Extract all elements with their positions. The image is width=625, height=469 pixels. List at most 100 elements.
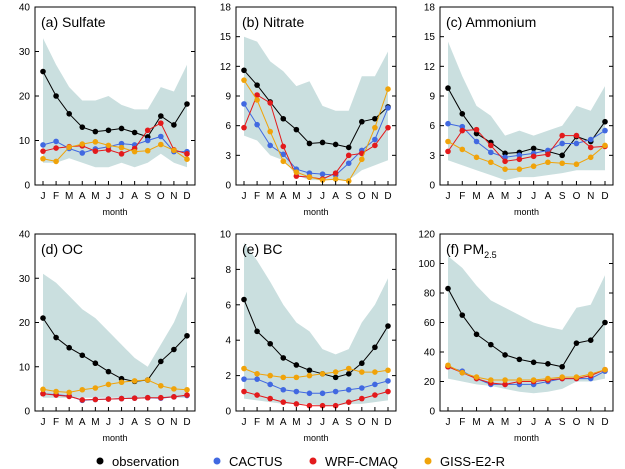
plot-frame — [235, 233, 397, 412]
data-point — [319, 139, 326, 146]
data-point — [241, 376, 247, 382]
data-point — [372, 142, 378, 149]
x-tick-label: N — [587, 191, 594, 202]
legend-item-wrf-cmaq: WRF-CMAQ — [309, 454, 398, 469]
data-point — [445, 120, 451, 127]
data-point — [332, 374, 339, 381]
data-point — [372, 124, 378, 131]
data-point — [158, 120, 164, 126]
data-point — [53, 145, 59, 151]
x-tick-label: S — [345, 191, 352, 202]
y-tick-label: 60 — [424, 318, 436, 329]
data-point — [459, 312, 466, 318]
series-giss-e2-r — [40, 377, 190, 396]
data-point — [516, 377, 523, 383]
x-tick-label: S — [144, 191, 151, 202]
data-point — [445, 285, 451, 292]
data-point — [345, 152, 352, 159]
data-point — [280, 355, 287, 361]
data-point — [602, 118, 608, 125]
x-tick-label: M — [91, 191, 99, 202]
x-tick-label: A — [79, 417, 86, 428]
data-point — [345, 371, 352, 377]
y-tick-label: 6 — [429, 121, 435, 132]
series-giss-e2-r — [241, 365, 391, 381]
data-point — [459, 123, 466, 130]
legend-marker — [424, 457, 432, 465]
data-point — [171, 386, 177, 392]
data-point — [254, 82, 260, 88]
x-tick-label: D — [384, 417, 391, 428]
data-point — [131, 129, 138, 136]
data-point — [545, 151, 551, 158]
data-point — [241, 77, 247, 83]
data-point — [158, 358, 164, 365]
panel-title: (c) Ammonium — [446, 14, 536, 30]
data-point — [293, 173, 300, 179]
y-tick-label: 100 — [418, 259, 435, 270]
data-point — [131, 378, 138, 384]
x-tick-label: J — [41, 417, 46, 428]
data-point — [372, 392, 378, 398]
data-point — [345, 160, 352, 167]
data-point — [254, 121, 260, 128]
data-point — [459, 111, 466, 117]
data-point — [445, 148, 451, 155]
data-point — [241, 101, 247, 107]
y-tick-label: 3 — [429, 151, 435, 162]
x-tick-label: A — [131, 191, 138, 202]
x-tick-label: M — [65, 417, 73, 428]
data-point — [332, 388, 339, 395]
data-point — [359, 118, 365, 125]
x-tick-label: M — [501, 191, 509, 202]
data-point — [559, 132, 565, 139]
data-point — [254, 328, 260, 335]
data-point — [293, 388, 300, 395]
x-tick-label: S — [559, 191, 566, 202]
y-tick-label: 6 — [225, 121, 231, 132]
data-point — [445, 85, 451, 91]
panel-title-main: (f) PM — [446, 241, 484, 257]
legend-marker — [213, 457, 221, 465]
uncertainty-band — [448, 256, 605, 394]
data-point — [79, 397, 86, 403]
series-wrf-cmaq — [40, 390, 190, 403]
data-point — [184, 156, 190, 162]
data-point — [40, 315, 46, 321]
data-point — [559, 160, 565, 167]
data-point — [171, 147, 177, 154]
data-point — [53, 388, 59, 395]
x-tick-label: A — [280, 191, 287, 202]
data-point — [144, 137, 151, 144]
x-tick-label: J — [242, 417, 247, 428]
data-point — [530, 359, 537, 366]
legend-label: GISS-E2-R — [440, 454, 505, 469]
data-point — [488, 142, 494, 149]
data-point — [587, 154, 594, 161]
x-tick-label: M — [472, 417, 480, 428]
data-point — [53, 158, 59, 165]
x-tick-label: N — [587, 417, 594, 428]
x-tick-label: D — [601, 417, 608, 428]
y-tick-label: 0 — [24, 181, 30, 192]
x-axis-label: month — [303, 433, 328, 443]
data-point — [293, 374, 300, 381]
data-point — [144, 377, 151, 383]
data-point — [280, 158, 287, 165]
data-point — [105, 127, 112, 134]
data-point — [488, 149, 494, 156]
data-point — [385, 378, 391, 384]
x-tick-label: J — [446, 417, 451, 428]
data-point — [516, 152, 523, 159]
data-point — [587, 337, 594, 344]
data-point — [345, 144, 352, 151]
panel-title-subscript: 2.5 — [484, 250, 497, 260]
y-tick-label: 20 — [424, 377, 436, 388]
data-point — [144, 127, 151, 134]
series-giss-e2-r — [445, 138, 608, 172]
uncertainty-band — [448, 41, 605, 181]
y-tick-label: 20 — [19, 318, 31, 329]
x-tick-label: S — [559, 417, 566, 428]
x-tick-label: N — [170, 417, 177, 428]
